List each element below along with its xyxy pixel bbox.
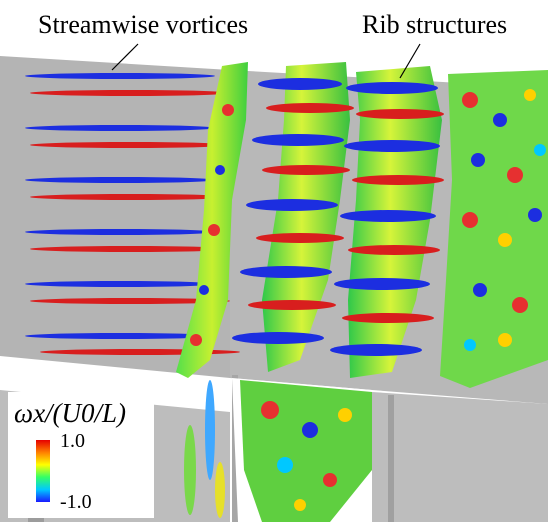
annotation-rib-structures: Rib structures: [362, 10, 508, 39]
lower-vortices: [184, 380, 225, 518]
lower-pillar-right: [388, 395, 394, 522]
colorbar-max-label: 1.0: [60, 430, 85, 452]
upper-wall: [0, 56, 230, 378]
vortex-sheet: [176, 62, 248, 378]
legend-box: [8, 392, 154, 518]
annotation-streamwise-vortices: Streamwise vortices: [38, 10, 249, 39]
colorbar-min-label: -1.0: [60, 491, 92, 513]
leader-line-left: [111, 43, 139, 71]
colorbar: [36, 440, 50, 502]
leader-line-right: [399, 43, 421, 79]
legend-title: ωx/(U0/L): [14, 398, 127, 428]
lower-step-right: [372, 392, 548, 522]
